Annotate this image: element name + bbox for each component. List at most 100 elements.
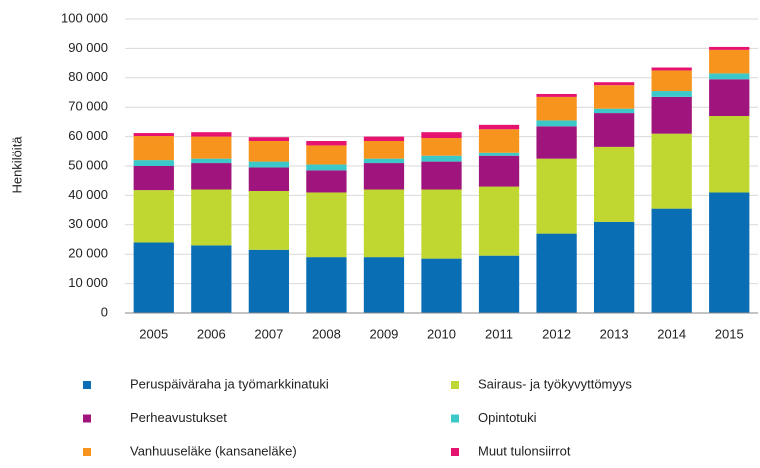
legend-marker (83, 381, 91, 389)
bar-segment (248, 249, 290, 313)
bar-segment (651, 208, 692, 313)
bar-segment (248, 167, 290, 191)
legend-label: Peruspäiväraha ja työmarkkinatuki (130, 376, 329, 391)
legend-marker (83, 448, 91, 456)
bar-segment (536, 93, 577, 97)
y-tick-label: 70 000 (68, 99, 108, 114)
x-tick-label: 2005 (139, 326, 168, 341)
bar-segment (248, 141, 290, 162)
bar-segment (421, 161, 462, 190)
bar-segment (421, 258, 462, 313)
legend-label: Vanhuuseläke (kansaneläke) (130, 443, 297, 458)
bar-segment (191, 245, 232, 313)
bar-segment (421, 155, 462, 162)
bar-segment (306, 145, 347, 165)
y-tick-label: 0 (101, 304, 108, 319)
bar-segment (709, 73, 750, 80)
bar-segment (363, 163, 405, 190)
x-tick-label: 2014 (657, 326, 686, 341)
bar-segment (593, 82, 635, 86)
y-axis-title: Henkilöitä (9, 136, 24, 194)
legend-label: Sairaus- ja työkyvyttömyys (478, 376, 632, 391)
x-tick-label: 2011 (485, 326, 513, 341)
bar-segment (248, 190, 290, 250)
legend-label: Opintotuki (478, 410, 537, 425)
bar-segment (133, 166, 174, 191)
bar-segment (191, 132, 232, 137)
bar-segment (133, 190, 174, 243)
bar-segment (536, 126, 577, 159)
bar-segment (709, 116, 750, 193)
bar-segment (709, 46, 750, 50)
y-tick-label: 30 000 (68, 216, 108, 231)
bar-segment (421, 189, 462, 259)
y-tick-label: 60 000 (68, 128, 108, 143)
bar-segment (191, 158, 232, 164)
y-tick-label: 40 000 (68, 187, 108, 202)
x-tick-label: 2009 (369, 326, 398, 341)
x-tick-label: 2008 (312, 326, 341, 341)
bar-segment (248, 161, 290, 168)
legend-label: Muut tulonsiirrot (478, 443, 571, 458)
bar-segment (421, 132, 462, 139)
x-tick-label: 2006 (197, 326, 226, 341)
bar-segment (536, 233, 577, 313)
bar-segment (363, 257, 405, 313)
y-tick-label: 10 000 (68, 275, 108, 290)
bar-segment (421, 138, 462, 156)
legend-marker (451, 448, 459, 456)
bar-segment (651, 96, 692, 134)
y-tick-label: 100 000 (61, 10, 108, 25)
bar-segment (248, 137, 290, 142)
x-tick-label: 2015 (715, 326, 744, 341)
bar-segment (478, 186, 520, 256)
bar-segment (478, 152, 520, 156)
bar-segment (306, 192, 347, 258)
bar-segment (306, 257, 347, 313)
legend-label: Perheavustukset (130, 410, 227, 425)
bar-segment (363, 136, 405, 142)
bar-segment (709, 79, 750, 117)
legend-marker (451, 381, 459, 389)
bar-segment (191, 163, 232, 190)
bar-segment (478, 124, 520, 130)
x-tick-label: 2007 (254, 326, 283, 341)
legend-marker (451, 414, 459, 423)
y-tick-label: 80 000 (68, 69, 108, 84)
bar-segment (133, 136, 174, 161)
bar-segment (593, 221, 635, 313)
y-tick-label: 20 000 (68, 246, 108, 261)
bar-segment (363, 189, 405, 258)
bar-segment (651, 70, 692, 92)
bar-segment (478, 255, 520, 313)
bar-segment (133, 133, 174, 137)
bar-segment (593, 146, 635, 222)
bar-segment (363, 141, 405, 159)
bar-segment (536, 120, 577, 127)
bar-segment (191, 189, 232, 246)
bar-segment (651, 91, 692, 97)
y-tick-label: 50 000 (68, 157, 108, 172)
bar-segment (133, 242, 174, 313)
bar-segment (363, 158, 405, 164)
bar-segment (306, 141, 347, 146)
bar-segment (593, 108, 635, 114)
bar-segment (478, 129, 520, 153)
bar-segment (709, 192, 750, 313)
bar-segment (306, 170, 347, 193)
bar-segment (536, 158, 577, 234)
bar-segment (651, 133, 692, 209)
bar-segment (133, 160, 174, 166)
legend-marker (83, 414, 91, 423)
bar-segment (593, 85, 635, 109)
y-tick-label: 90 000 (68, 40, 108, 55)
bar-segment (306, 164, 347, 171)
bar-segment (593, 113, 635, 147)
bar-segment (651, 67, 692, 71)
x-tick-label: 2013 (600, 326, 629, 341)
bar-segment (478, 155, 520, 187)
x-tick-label: 2012 (542, 326, 571, 341)
bar-segment (709, 49, 750, 74)
bar-segment (191, 136, 232, 159)
